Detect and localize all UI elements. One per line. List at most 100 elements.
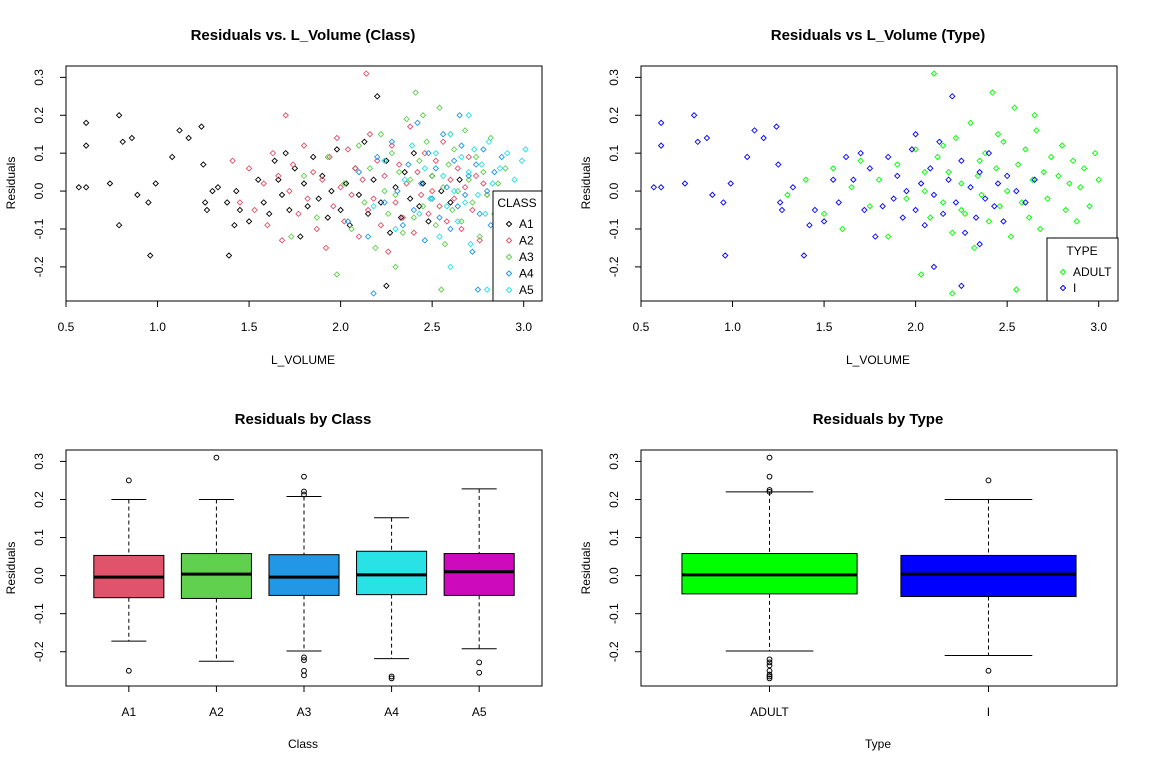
data-point-i	[720, 199, 727, 206]
data-point-a3	[341, 180, 348, 187]
y-axis-label: Residuals	[579, 542, 593, 595]
x-tick-label: 2.0	[907, 320, 924, 334]
y-tick-label: 0.3	[607, 69, 621, 86]
data-point-a1	[333, 146, 341, 153]
data-point-a3	[465, 176, 473, 183]
y-tick-label: 0.1	[607, 145, 621, 162]
data-point-a5	[392, 225, 399, 233]
data-point-a1	[456, 176, 463, 183]
data-point-adult	[978, 191, 985, 199]
data-point-a4	[355, 168, 363, 176]
outlier-a3	[301, 654, 307, 661]
data-point-adult	[992, 165, 1000, 172]
data-point-adult	[921, 187, 929, 195]
data-point-i	[709, 191, 716, 199]
outlier-adult	[766, 454, 773, 461]
data-point-a3	[502, 165, 509, 172]
data-point-adult	[1044, 195, 1051, 202]
data-point-adult	[1086, 203, 1093, 210]
x-tick-label: 0.5	[633, 320, 650, 334]
legend-box	[1046, 237, 1119, 302]
data-point-i	[751, 127, 758, 134]
data-point-a2	[436, 203, 443, 210]
data-point-a1	[383, 282, 390, 290]
data-point-a2	[363, 70, 370, 77]
outlier-adult	[766, 662, 773, 669]
data-point-a1	[82, 184, 90, 191]
data-point-a1	[364, 210, 372, 218]
data-point-a2	[395, 161, 403, 168]
data-point-adult	[1013, 286, 1020, 293]
legend-label-adult: ADULT	[1073, 265, 1112, 279]
data-point-a3	[461, 127, 469, 134]
data-point-a5	[432, 149, 440, 157]
data-point-a5	[381, 157, 388, 164]
legend-swatch-a3	[505, 253, 513, 261]
data-point-a2	[425, 210, 432, 218]
data-point-a2	[344, 146, 352, 153]
data-point-i	[703, 134, 711, 142]
data-point-a4	[405, 161, 412, 168]
data-point-a5	[436, 233, 443, 240]
data-point-a5	[518, 157, 526, 164]
plot-frame	[65, 65, 543, 302]
data-point-a5	[471, 146, 478, 153]
data-point-a5	[454, 218, 462, 225]
data-point-i	[894, 172, 901, 180]
data-point-a3	[403, 115, 410, 123]
data-point-a3	[445, 161, 452, 168]
legend: TYPE ADULT I	[1046, 237, 1119, 302]
legend-swatch-a1	[505, 220, 513, 228]
legend: CLASS A1 A2 A3 A4 A5	[492, 190, 543, 302]
data-point-a4	[447, 225, 454, 233]
data-point-a4	[410, 206, 418, 214]
legend-swatch-i	[1059, 284, 1067, 292]
y-tick-label: -0.1	[32, 603, 46, 624]
boxplots	[681, 454, 1077, 682]
data-point-adult	[1091, 149, 1099, 157]
data-point-i	[917, 180, 925, 187]
data-point-i	[829, 176, 837, 183]
data-point-a2	[278, 237, 286, 244]
data-point-a5	[465, 168, 473, 176]
legend-label-i: I	[1073, 281, 1076, 295]
data-point-a3	[348, 225, 355, 233]
data-point-a5	[427, 195, 434, 202]
data-point-a1	[82, 142, 90, 149]
data-point-a4	[498, 153, 505, 161]
data-point-i	[936, 138, 943, 146]
data-point-a1	[209, 187, 216, 195]
data-point-a2	[322, 244, 330, 252]
data-point-a1	[152, 180, 159, 187]
data-point-i	[811, 206, 819, 214]
y-tick-label: 0.3	[607, 453, 621, 470]
legend-title: CLASS	[497, 196, 536, 210]
data-point-adult	[802, 176, 810, 183]
data-point-a5	[421, 165, 429, 172]
x-tick-label: A5	[472, 705, 487, 719]
plot-frame	[640, 65, 1118, 302]
data-point-a5	[485, 138, 493, 146]
x-axis-ticks: 0.5 1.0 1.5 2.0 2.5 3.0	[58, 301, 532, 334]
outlier-a5	[476, 669, 483, 676]
y-axis-label: Residuals	[579, 157, 593, 210]
data-point-a4	[480, 146, 487, 153]
data-point-i	[912, 206, 919, 214]
data-point-a2	[428, 187, 436, 195]
scatter-points	[75, 70, 529, 297]
data-point-a4	[344, 218, 352, 225]
legend-label-a5: A5	[519, 283, 534, 297]
data-point-a2	[359, 176, 366, 183]
data-point-a1	[115, 112, 123, 119]
legend-title: TYPE	[1066, 244, 1097, 258]
x-tick-label: A2	[209, 705, 224, 719]
data-point-a1	[282, 149, 289, 157]
data-point-i	[775, 161, 782, 168]
data-point-a2	[337, 184, 344, 191]
data-point-a2	[432, 157, 440, 164]
data-point-i	[1031, 176, 1038, 183]
data-point-a2	[469, 206, 476, 214]
data-point-a2	[269, 149, 277, 157]
data-point-a4	[476, 210, 483, 218]
data-point-a3	[410, 214, 418, 221]
